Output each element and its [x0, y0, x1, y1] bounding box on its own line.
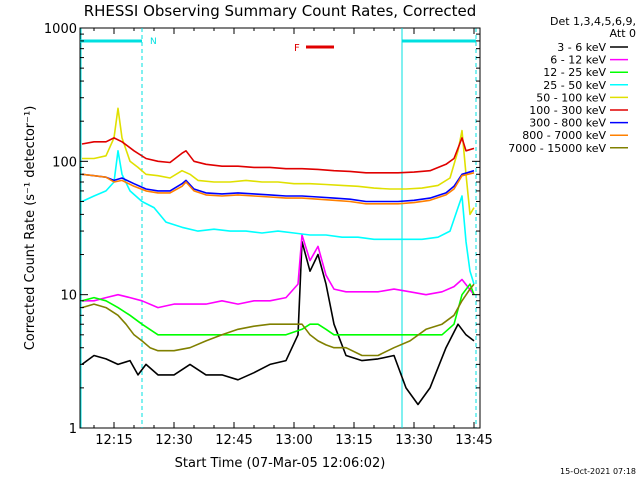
x-axis-label: Start Time (07-Mar-05 12:06:02) [175, 456, 386, 471]
timestamp: 15-Oct-2021 07:18 [560, 467, 636, 476]
y-axis: 1 10 100 1000 [44, 22, 480, 437]
y-tick-label: 1000 [44, 22, 77, 37]
legend-label: 800 - 7000 keV [522, 129, 606, 142]
x-tick-label: 13:00 [275, 433, 312, 448]
legend-header-line-1: Det 1,3,4,5,6,9, [550, 15, 636, 28]
legend-header-line-2: Att 0 [610, 27, 636, 40]
y-tick-label: 1 [69, 422, 77, 437]
legend-label: 100 - 300 keV [529, 104, 606, 117]
series-line-4 [82, 107, 475, 216]
x-tick-label: 12:15 [95, 433, 132, 448]
x-tick-label: 12:45 [215, 433, 252, 448]
y-tick-label: 10 [60, 289, 77, 304]
x-tick-label: 12:30 [155, 433, 192, 448]
legend-label: 7000 - 15000 keV [508, 142, 606, 155]
y-axis-label: Corrected Count Rate (s⁻¹ detector⁻¹) [23, 106, 38, 351]
legend-label: 300 - 800 keV [529, 117, 606, 130]
x-axis: 12:15 12:30 12:45 13:00 13:15 13:30 13:45 [93, 28, 493, 448]
series-line-6 [81, 169, 475, 203]
chart-title: RHESSI Observing Summary Count Rates, Co… [84, 2, 477, 20]
legend-label: 12 - 25 keV [543, 66, 606, 79]
series-line-2 [81, 283, 475, 336]
plot-frame [79, 27, 481, 429]
flag-bars: NF [80, 37, 476, 54]
x-tick-label: 13:15 [335, 433, 372, 448]
interval-boundaries [80, 28, 477, 428]
legend-label: 25 - 50 keV [543, 79, 606, 92]
series-line-7 [81, 172, 475, 205]
night-flag-label: N [150, 37, 157, 47]
series-layer [81, 107, 475, 406]
series-line-8 [81, 283, 475, 357]
flare-flag-label: F [294, 43, 300, 54]
legend-label: 50 - 100 keV [536, 91, 606, 104]
series-line-1 [82, 234, 475, 309]
y-tick-label: 100 [52, 155, 77, 170]
x-tick-label: 13:30 [395, 433, 432, 448]
legend-label: 6 - 12 keV [550, 54, 606, 67]
series-line-5 [81, 137, 475, 174]
series-line-0 [81, 240, 475, 406]
plot-area [79, 27, 481, 429]
x-tick-label: 13:45 [455, 433, 492, 448]
legend-label: 3 - 6 keV [557, 41, 606, 54]
